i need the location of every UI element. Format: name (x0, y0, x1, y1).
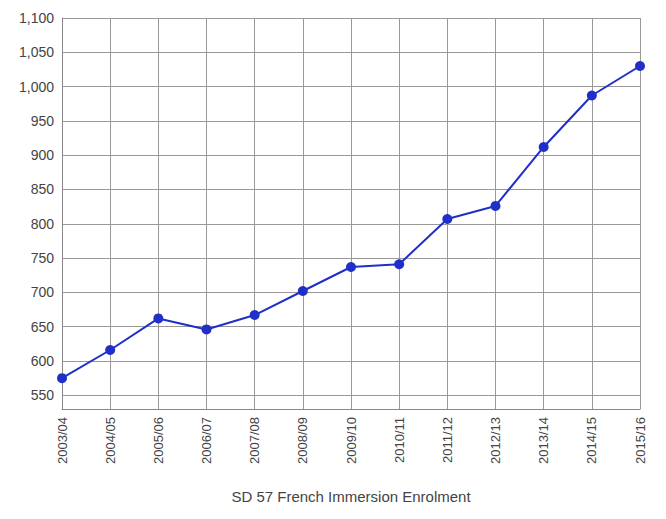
svg-text:1,050: 1,050 (19, 44, 54, 60)
svg-text:2005/06: 2005/06 (151, 417, 166, 464)
svg-text:2013/14: 2013/14 (536, 417, 551, 464)
svg-text:850: 850 (31, 181, 55, 197)
svg-text:700: 700 (31, 284, 55, 300)
svg-text:900: 900 (31, 147, 55, 163)
svg-text:750: 750 (31, 250, 55, 266)
svg-text:550: 550 (31, 387, 55, 403)
svg-text:2008/09: 2008/09 (295, 417, 310, 464)
svg-text:2009/10: 2009/10 (344, 417, 359, 464)
svg-text:2007/08: 2007/08 (247, 417, 262, 464)
svg-text:950: 950 (31, 113, 55, 129)
svg-text:2004/05: 2004/05 (103, 417, 118, 464)
svg-text:2014/15: 2014/15 (584, 417, 599, 464)
svg-text:2006/07: 2006/07 (199, 417, 214, 464)
svg-text:1,100: 1,100 (19, 10, 54, 26)
svg-text:800: 800 (31, 216, 55, 232)
svg-text:650: 650 (31, 319, 55, 335)
svg-text:600: 600 (31, 353, 55, 369)
svg-text:2010/11: 2010/11 (392, 417, 407, 463)
svg-text:2015/16: 2015/16 (633, 417, 648, 464)
svg-text:1,000: 1,000 (19, 79, 54, 95)
svg-text:2011/12: 2011/12 (440, 417, 455, 463)
svg-text:2012/13: 2012/13 (488, 417, 503, 464)
svg-text:2003/04: 2003/04 (55, 417, 70, 464)
svg-text:SD 57 French Immersion Enrolme: SD 57 French Immersion Enrolment (231, 488, 471, 505)
